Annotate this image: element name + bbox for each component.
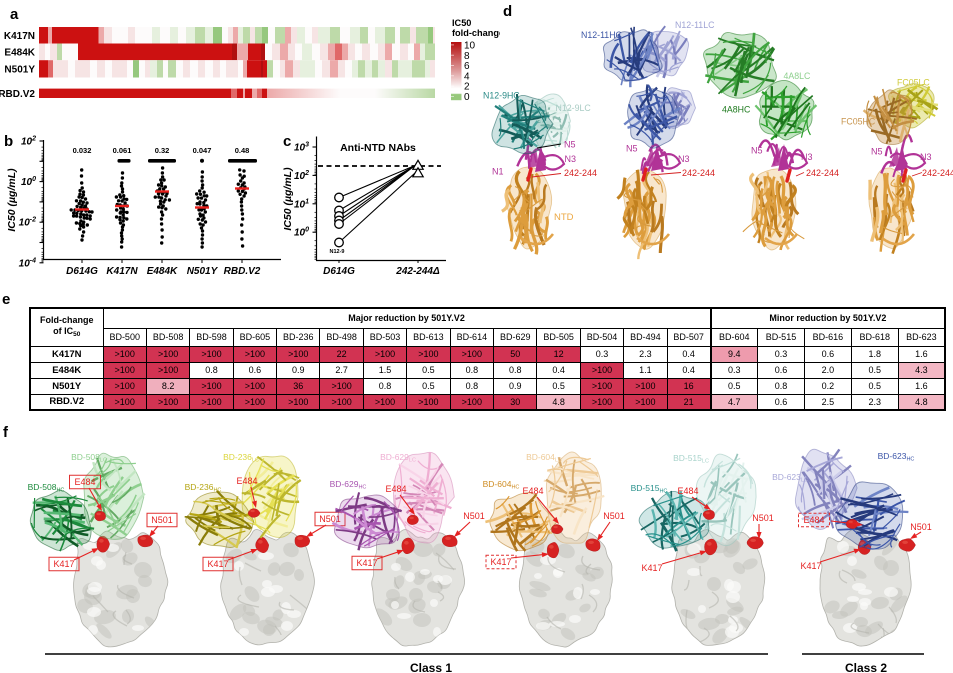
svg-text:0.32: 0.32	[155, 146, 170, 155]
svg-text:N501Y: N501Y	[187, 266, 219, 277]
svg-text:4: 4	[464, 71, 470, 82]
svg-text:BD-236HC: BD-236HC	[185, 482, 222, 494]
svg-text:0.032: 0.032	[73, 146, 92, 155]
svg-text:Class 2: Class 2	[845, 661, 887, 673]
svg-text:E484: E484	[74, 477, 95, 487]
svg-text:BD-623HC: BD-623HC	[878, 451, 915, 463]
svg-text:N12-9: N12-9	[330, 249, 345, 255]
svg-text:103: 103	[294, 142, 309, 154]
svg-text:242-244: 242-244	[922, 168, 953, 178]
svg-text:BD-629LC: BD-629LC	[380, 452, 416, 464]
svg-text:E484K: E484K	[4, 48, 35, 59]
svg-text:242-244Δ: 242-244Δ	[395, 266, 440, 277]
svg-text:Class 1: Class 1	[410, 661, 452, 673]
svg-text:BD-508HC: BD-508HC	[28, 482, 65, 494]
svg-text:242-244: 242-244	[564, 168, 597, 178]
svg-text:E484: E484	[385, 484, 406, 494]
svg-text:10-2: 10-2	[19, 217, 36, 229]
svg-text:N12-9LC: N12-9LC	[556, 103, 592, 113]
svg-text:D614G: D614G	[66, 266, 98, 277]
svg-text:N5: N5	[751, 146, 763, 156]
svg-text:N12-11HC: N12-11HC	[581, 30, 623, 40]
svg-text:BD-515LC: BD-515LC	[673, 453, 709, 465]
svg-text:N5: N5	[564, 140, 576, 150]
svg-text:10: 10	[464, 41, 476, 52]
svg-text:BD-515HC: BD-515HC	[631, 483, 668, 495]
svg-text:BD-629HC: BD-629HC	[330, 479, 367, 491]
svg-text:D614G: D614G	[323, 266, 355, 277]
svg-text:K417: K417	[641, 563, 662, 573]
svg-text:100: 100	[21, 176, 36, 188]
svg-text:N3: N3	[801, 152, 813, 162]
svg-text:242-244: 242-244	[806, 168, 839, 178]
svg-text:102: 102	[294, 170, 309, 182]
svg-text:0: 0	[464, 92, 470, 103]
svg-text:100: 100	[294, 227, 309, 239]
svg-text:Anti-NTD NAbs: Anti-NTD NAbs	[340, 142, 416, 154]
svg-text:8: 8	[464, 51, 470, 62]
svg-text:101: 101	[294, 198, 309, 210]
svg-text:242-244: 242-244	[682, 168, 715, 178]
svg-text:BD-604LC: BD-604LC	[526, 452, 562, 464]
svg-text:BD-604HC: BD-604HC	[483, 479, 520, 491]
svg-text:N501: N501	[319, 514, 341, 524]
svg-text:4A8HC: 4A8HC	[722, 105, 751, 115]
svg-text:4A8LC: 4A8LC	[784, 71, 812, 81]
svg-text:K417: K417	[800, 561, 821, 571]
svg-text:BD-508LC: BD-508LC	[71, 452, 107, 464]
svg-text:N1: N1	[492, 167, 504, 177]
svg-text:IC50: IC50	[452, 18, 471, 28]
svg-text:N501: N501	[151, 515, 173, 525]
svg-text:K417: K417	[53, 559, 74, 569]
svg-text:K417: K417	[207, 559, 228, 569]
svg-text:E484: E484	[677, 486, 698, 496]
svg-text:10-4: 10-4	[19, 257, 36, 269]
svg-text:6: 6	[464, 61, 470, 72]
svg-text:N501: N501	[910, 522, 932, 532]
svg-text:FC05HC: FC05HC	[841, 117, 876, 127]
svg-text:N501: N501	[463, 511, 485, 521]
svg-text:102: 102	[21, 136, 36, 148]
svg-text:RBD.V2: RBD.V2	[0, 89, 35, 100]
svg-text:BD-623LC: BD-623LC	[772, 472, 808, 484]
svg-text:E484: E484	[236, 476, 257, 486]
svg-text:0.047: 0.047	[193, 146, 212, 155]
svg-text:K417N: K417N	[4, 31, 35, 42]
svg-text:2: 2	[464, 82, 470, 93]
svg-text:0.48: 0.48	[235, 146, 250, 155]
svg-text:IC50 (µg/mL): IC50 (µg/mL)	[6, 168, 18, 232]
svg-text:RBD.V2: RBD.V2	[224, 266, 261, 277]
svg-text:N5: N5	[871, 147, 883, 157]
svg-text:E484: E484	[522, 486, 543, 496]
svg-text:0.061: 0.061	[113, 146, 132, 155]
svg-text:N5: N5	[626, 144, 638, 154]
svg-text:E484: E484	[803, 515, 824, 525]
svg-text:K417: K417	[356, 558, 377, 568]
svg-text:N12-11LC: N12-11LC	[675, 20, 715, 30]
svg-text:E484K: E484K	[147, 266, 178, 277]
svg-text:fold-change: fold-change	[452, 28, 500, 38]
svg-text:NTD: NTD	[554, 212, 574, 223]
svg-text:N12-9HC: N12-9HC	[483, 91, 520, 101]
svg-text:N3: N3	[678, 154, 690, 164]
svg-text:N501: N501	[752, 513, 774, 523]
svg-text:IC50 (µg/mL): IC50 (µg/mL)	[282, 167, 294, 231]
svg-text:BD-236LC: BD-236LC	[223, 452, 259, 464]
svg-text:N3: N3	[565, 154, 577, 164]
svg-text:K417: K417	[490, 557, 511, 567]
svg-text:K417N: K417N	[106, 266, 138, 277]
svg-text:N501: N501	[603, 511, 625, 521]
svg-text:N3: N3	[920, 152, 932, 162]
svg-text:FC05LC: FC05LC	[897, 78, 930, 88]
svg-text:N501Y: N501Y	[4, 64, 35, 75]
